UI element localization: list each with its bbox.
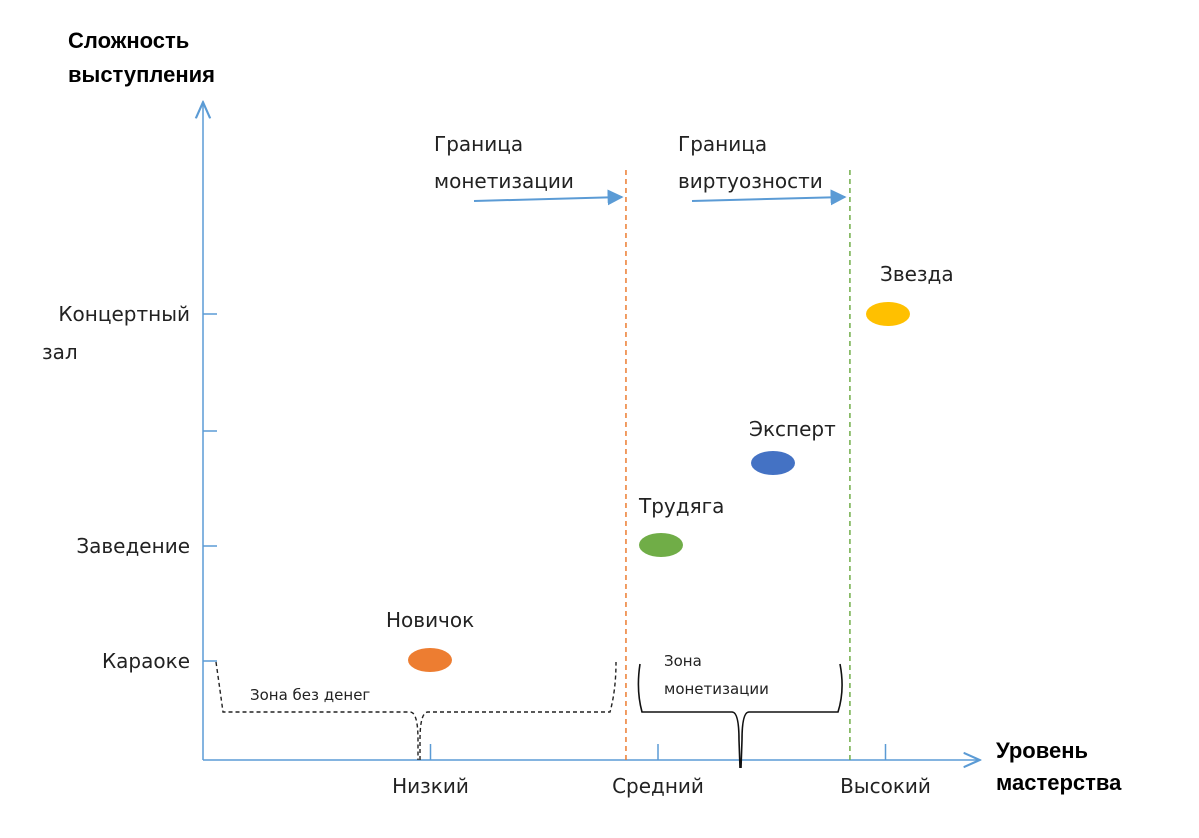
no-money-zone-brace: [215, 661, 617, 760]
point-novice: [408, 648, 452, 672]
x-tick-label: Низкий: [392, 774, 469, 798]
virtuosity-boundary-label-line-1: Граница: [678, 132, 767, 156]
point-label-star: Звезда: [880, 262, 954, 286]
point-label-novice: Новичок: [386, 608, 474, 632]
monetization-boundary-label-line-1: Граница: [434, 132, 523, 156]
monetization-zone-brace: [637, 663, 843, 769]
axis-ticks: Низкий Средний Высокий Караоке Заведение Конц…: [42, 302, 931, 798]
point-star: [866, 302, 910, 326]
monetization-arrow: [473, 189, 624, 206]
point-expert: [751, 451, 795, 475]
x-axis-title-line-1: Уровень: [996, 738, 1088, 763]
virtuosity-arrow: [691, 189, 847, 206]
virtuosity-boundary-label-line-2: виртуозности: [678, 169, 823, 193]
x-axis-title-line-2: мастерства: [996, 770, 1122, 795]
monetization-zone-label-line-1: Зона: [664, 652, 702, 670]
point-label-expert: Эксперт: [749, 417, 836, 441]
y-tick-label: зал: [42, 340, 78, 364]
data-points: Новичок Трудяга Эксперт Звезда: [386, 262, 954, 672]
point-label-hardworker: Трудяга: [638, 494, 724, 518]
monetization-boundary-label-line-2: монетизации: [434, 169, 574, 193]
y-tick-label: Заведение: [76, 534, 190, 558]
y-tick-label: Караоке: [102, 649, 190, 673]
y-axis-title-line-2: выступления: [68, 62, 215, 87]
x-tick-label: Высокий: [840, 774, 931, 798]
x-tick-label: Средний: [612, 774, 704, 798]
y-tick-label: Концертный: [58, 302, 190, 326]
point-hardworker: [639, 533, 683, 557]
no-money-zone-label: Зона без денег: [250, 686, 370, 704]
y-axis-title-line-1: Сложность: [68, 28, 189, 53]
monetization-zone-label-line-2: монетизации: [664, 680, 769, 698]
